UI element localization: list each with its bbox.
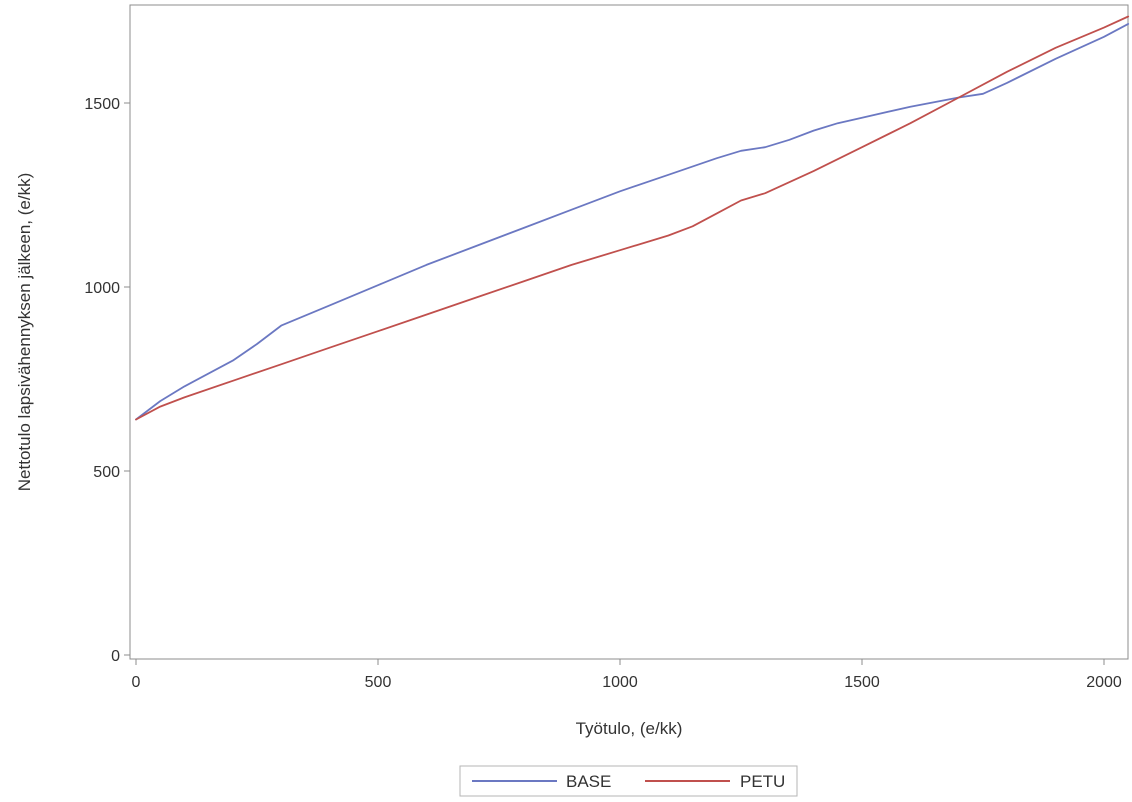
y-tick-label: 1500 bbox=[84, 96, 120, 113]
plot-frame bbox=[129, 4, 1129, 660]
x-axis: 0 500 1000 1500 2000 bbox=[132, 659, 1122, 691]
legend: BASE PETU bbox=[459, 765, 798, 797]
series-line-petu bbox=[135, 15, 1130, 421]
series-line-base bbox=[135, 22, 1130, 421]
y-tick-label: 1000 bbox=[84, 280, 120, 297]
x-tick-label: 2000 bbox=[1086, 674, 1122, 691]
y-axis-label: Nettotulo lapsivähennyksen jälkeen, (e/k… bbox=[15, 173, 34, 491]
y-axis: 0 500 1000 1500 bbox=[84, 96, 130, 665]
legend-label-petu: PETU bbox=[740, 772, 785, 791]
x-tick-label: 1500 bbox=[844, 674, 880, 691]
series-layer bbox=[135, 15, 1130, 421]
legend-label-base: BASE bbox=[566, 772, 611, 791]
y-tick-label: 0 bbox=[111, 648, 120, 665]
x-tick-label: 0 bbox=[132, 674, 141, 691]
x-tick-label: 1000 bbox=[602, 674, 638, 691]
y-tick-label: 500 bbox=[93, 464, 120, 481]
x-tick-label: 500 bbox=[365, 674, 392, 691]
x-axis-label: Työtulo, (e/kk) bbox=[576, 719, 683, 738]
